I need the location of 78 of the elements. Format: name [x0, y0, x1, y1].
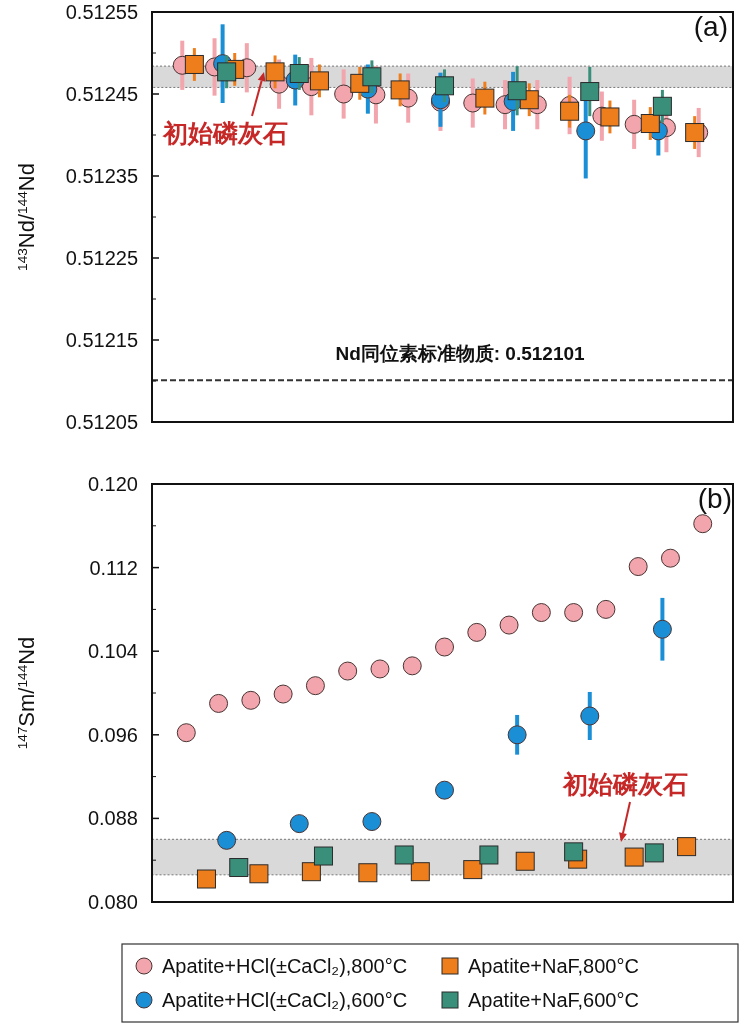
point: [640, 114, 660, 134]
point: [693, 514, 713, 534]
point: [624, 847, 644, 867]
legend-label: Apatite+NaF,600°C: [468, 989, 639, 1011]
point: [435, 780, 455, 800]
ref-line-label: Nd同位素标准物质: 0.512101: [335, 343, 586, 365]
point: [402, 656, 422, 676]
point: [265, 62, 285, 82]
point: [394, 845, 414, 865]
annotation: (b): [697, 483, 732, 514]
point: [410, 862, 430, 882]
legend-label: Apatite+HCl(±CaCl₂),600°C: [162, 989, 408, 1011]
point: [644, 843, 664, 863]
point: [576, 121, 596, 141]
y-tick-label: 0.51205: [65, 411, 138, 433]
point: [217, 62, 237, 82]
y-tick-label: 0.51225: [65, 247, 138, 269]
y-tick-label: 0.51215: [65, 329, 138, 351]
point: [507, 81, 527, 101]
point: [362, 67, 382, 87]
point: [362, 812, 382, 832]
point: [600, 107, 620, 127]
point: [209, 693, 229, 713]
point: [309, 71, 329, 91]
point: [628, 557, 648, 577]
point: [479, 845, 499, 865]
y-tick-label: 0.51235: [65, 165, 138, 187]
point: [624, 114, 644, 134]
point: [229, 858, 249, 878]
point: [301, 862, 321, 882]
point: [435, 637, 455, 657]
point: [475, 88, 495, 108]
point: [273, 684, 293, 704]
point: [184, 54, 204, 74]
point: [435, 76, 455, 96]
point: [196, 869, 216, 889]
point: [652, 619, 672, 639]
point: [499, 615, 519, 635]
annotation: 初始磷灰石: [562, 770, 688, 798]
legend-label: Apatite+NaF,800°C: [468, 955, 639, 977]
point: [358, 863, 378, 883]
point: [467, 622, 487, 642]
point: [289, 64, 309, 83]
annotation: (a): [693, 11, 728, 42]
point: [515, 851, 535, 871]
y-tick-label: 0.080: [87, 891, 138, 913]
annotation: 初始磷灰石: [162, 119, 288, 147]
point: [217, 830, 237, 850]
point: [463, 860, 483, 880]
point: [652, 96, 672, 116]
point: [596, 599, 616, 619]
point: [241, 690, 261, 710]
point: [176, 723, 196, 743]
point: [531, 603, 551, 623]
point: [249, 864, 269, 884]
point: [564, 842, 584, 862]
point: [580, 706, 600, 726]
y-tick-label: 0.096: [87, 723, 138, 746]
y-tick-label: 0.104: [87, 640, 138, 663]
point: [580, 82, 600, 102]
point: [334, 84, 354, 104]
y-tick-label: 0.51245: [65, 83, 138, 105]
point: [677, 837, 697, 857]
point: [289, 814, 309, 834]
y-tick-label: 0.51255: [65, 1, 138, 23]
point: [313, 846, 333, 866]
point: [338, 661, 358, 681]
point: [370, 659, 390, 679]
point: [660, 548, 680, 568]
point: [390, 80, 410, 100]
y-tick-label: 0.120: [87, 473, 138, 495]
point: [507, 725, 527, 745]
point: [564, 603, 584, 623]
legend-label: Apatite+HCl(±CaCl₂),800°C: [162, 955, 408, 977]
y-tick-label: 0.088: [87, 807, 138, 830]
point: [305, 676, 325, 696]
y-tick-label: 0.112: [89, 556, 138, 579]
point: [560, 101, 580, 121]
